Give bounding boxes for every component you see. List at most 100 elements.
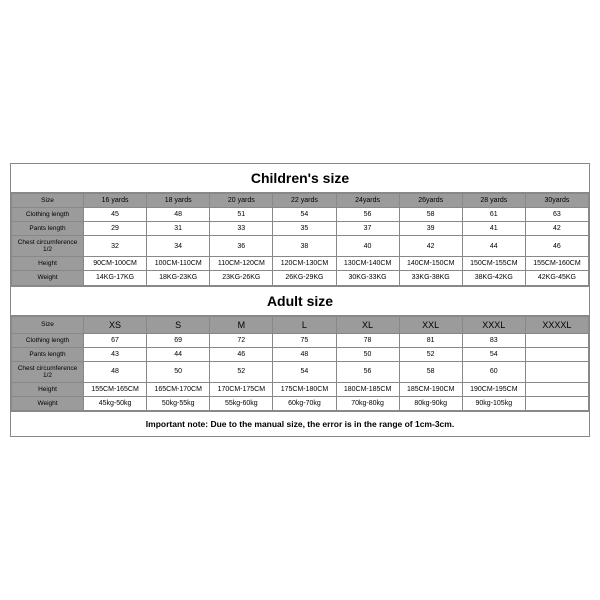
cell: 56 <box>336 361 399 382</box>
cell: 35 <box>273 221 336 235</box>
cell: 58 <box>399 361 462 382</box>
cell: 83 <box>462 333 525 347</box>
adult-col-7: XXXXL <box>525 316 588 333</box>
cell: 42 <box>399 236 462 257</box>
adult-title: Adult size <box>11 286 589 316</box>
children-col-2: 20 yards <box>210 193 273 207</box>
cell: 78 <box>336 333 399 347</box>
cell: 52 <box>399 347 462 361</box>
cell: 150CM-155CM <box>462 257 525 271</box>
adult-rowlabel-pants: Pants length <box>12 347 84 361</box>
cell: 14KG-17KG <box>84 271 147 285</box>
cell: 58 <box>399 207 462 221</box>
table-row: Chest circumference 1/2 32 34 36 38 40 4… <box>12 236 589 257</box>
cell: 39 <box>399 221 462 235</box>
cell: 60kg-70kg <box>273 397 336 411</box>
children-header-row: Size 16 yards 18 yards 20 yards 22 yards… <box>12 193 589 207</box>
cell: 36 <box>210 236 273 257</box>
cell: 32 <box>84 236 147 257</box>
cell: 190CM-195CM <box>462 383 525 397</box>
table-row: Clothing length 67 69 72 75 78 81 83 <box>12 333 589 347</box>
cell: 75 <box>273 333 336 347</box>
cell: 31 <box>147 221 210 235</box>
children-rowlabel-weight: Weight <box>12 271 84 285</box>
cell: 46 <box>525 236 588 257</box>
children-rowlabel-pants: Pants length <box>12 221 84 235</box>
cell: 185CM-190CM <box>399 383 462 397</box>
cell: 120CM-130CM <box>273 257 336 271</box>
cell <box>525 361 588 382</box>
children-table: Size 16 yards 18 yards 20 yards 22 yards… <box>11 193 589 286</box>
cell: 43 <box>84 347 147 361</box>
adult-header-row: Size XS S M L XL XXL XXXL XXXXL <box>12 316 589 333</box>
cell: 41 <box>462 221 525 235</box>
cell: 45kg-50kg <box>84 397 147 411</box>
cell: 60 <box>462 361 525 382</box>
cell: 26KG-29KG <box>273 271 336 285</box>
cell <box>525 333 588 347</box>
cell: 29 <box>84 221 147 235</box>
children-col-1: 18 yards <box>147 193 210 207</box>
adult-col-1: S <box>147 316 210 333</box>
cell: 44 <box>147 347 210 361</box>
cell: 44 <box>462 236 525 257</box>
adult-col-3: L <box>273 316 336 333</box>
cell: 50 <box>336 347 399 361</box>
cell: 33 <box>210 221 273 235</box>
cell: 61 <box>462 207 525 221</box>
important-note: Important note: Due to the manual size, … <box>11 411 589 436</box>
cell: 38KG-42KG <box>462 271 525 285</box>
cell: 54 <box>462 347 525 361</box>
cell: 70kg-80kg <box>336 397 399 411</box>
cell: 90kg-105kg <box>462 397 525 411</box>
cell: 63 <box>525 207 588 221</box>
cell: 30KG-33KG <box>336 271 399 285</box>
children-col-4: 24yards <box>336 193 399 207</box>
cell: 52 <box>210 361 273 382</box>
children-col-7: 30yards <box>525 193 588 207</box>
cell: 54 <box>273 361 336 382</box>
cell: 155CM-165CM <box>84 383 147 397</box>
cell: 81 <box>399 333 462 347</box>
children-col-6: 28 yards <box>462 193 525 207</box>
cell: 23KG-26KG <box>210 271 273 285</box>
cell: 46 <box>210 347 273 361</box>
adult-col-2: M <box>210 316 273 333</box>
cell: 170CM-175CM <box>210 383 273 397</box>
cell <box>525 347 588 361</box>
cell: 130CM-140CM <box>336 257 399 271</box>
cell: 50kg-55kg <box>147 397 210 411</box>
cell: 48 <box>147 207 210 221</box>
cell <box>525 397 588 411</box>
cell: 140CM-150CM <box>399 257 462 271</box>
table-row: Pants length 29 31 33 35 37 39 41 42 <box>12 221 589 235</box>
cell: 48 <box>273 347 336 361</box>
children-title: Children's size <box>11 164 589 193</box>
cell: 40 <box>336 236 399 257</box>
adult-col-6: XXXL <box>462 316 525 333</box>
cell: 56 <box>336 207 399 221</box>
cell: 54 <box>273 207 336 221</box>
table-row: Chest circumference 1/2 48 50 52 54 56 5… <box>12 361 589 382</box>
children-rowlabel-size: Size <box>12 193 84 207</box>
cell: 18KG-23KG <box>147 271 210 285</box>
cell: 55kg-60kg <box>210 397 273 411</box>
cell: 34 <box>147 236 210 257</box>
table-row: Height 90CM-100CM 100CM-110CM 110CM-120C… <box>12 257 589 271</box>
cell: 42KG-45KG <box>525 271 588 285</box>
adult-rowlabel-chest: Chest circumference 1/2 <box>12 361 84 382</box>
adult-rowlabel-height: Height <box>12 383 84 397</box>
table-row: Clothing length 45 48 51 54 56 58 61 63 <box>12 207 589 221</box>
cell: 51 <box>210 207 273 221</box>
cell: 48 <box>84 361 147 382</box>
table-row: Weight 14KG-17KG 18KG-23KG 23KG-26KG 26K… <box>12 271 589 285</box>
children-col-3: 22 yards <box>273 193 336 207</box>
cell: 110CM-120CM <box>210 257 273 271</box>
children-col-5: 26yards <box>399 193 462 207</box>
cell: 80kg-90kg <box>399 397 462 411</box>
children-rowlabel-chest: Chest circumference 1/2 <box>12 236 84 257</box>
adult-col-4: XL <box>336 316 399 333</box>
adult-col-0: XS <box>84 316 147 333</box>
cell: 180CM-185CM <box>336 383 399 397</box>
cell: 67 <box>84 333 147 347</box>
